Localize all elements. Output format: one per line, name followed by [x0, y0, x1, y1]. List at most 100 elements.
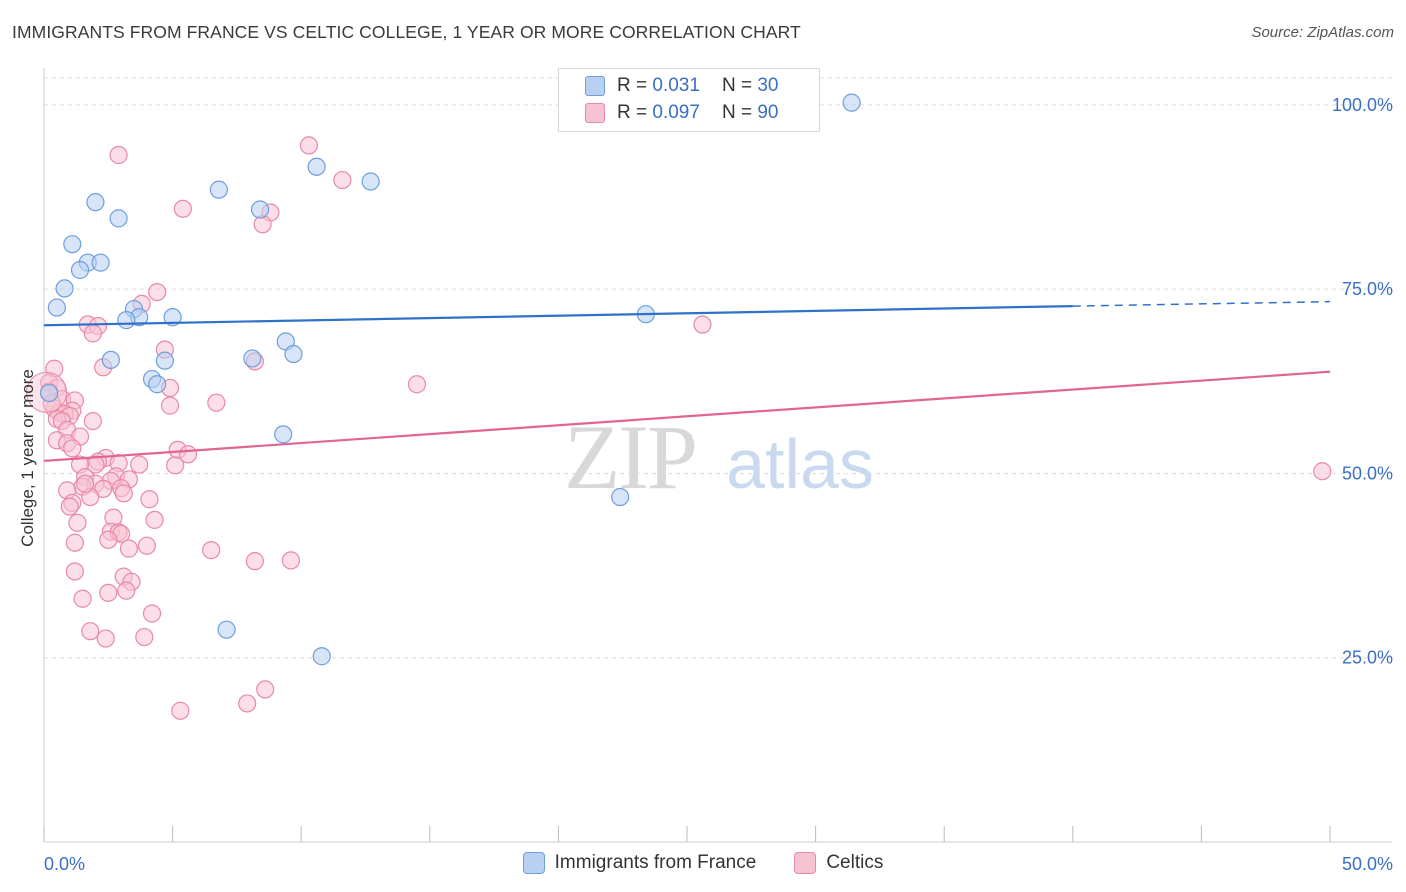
- celtics-point: [130, 455, 149, 474]
- celtics-point: [171, 701, 190, 720]
- series-label-celtics: Celtics: [826, 852, 884, 873]
- celtics-point: [140, 490, 159, 509]
- celtics-point: [83, 324, 102, 343]
- series-swatch-celtics: [794, 852, 817, 874]
- celtics-point: [160, 396, 180, 415]
- france-point: [101, 350, 120, 370]
- celtics-point: [142, 604, 162, 623]
- france-point: [361, 172, 380, 191]
- france-point: [86, 193, 105, 212]
- celtics-trend-line: [43, 370, 1331, 462]
- legend-swatch-celtics: [585, 103, 605, 123]
- celtics-point: [60, 497, 79, 516]
- france-point: [611, 487, 630, 507]
- celtics-point: [145, 510, 164, 529]
- axes: [43, 68, 1392, 843]
- x-tick-label-max: 50.0%: [1342, 854, 1393, 874]
- y-tick-label: 25.0%: [1342, 648, 1393, 668]
- legend-r-value-celtics: 0.097: [652, 102, 700, 123]
- france-point: [70, 260, 90, 280]
- france-point: [163, 308, 182, 327]
- celtics-point: [94, 479, 113, 499]
- legend-swatch-france: [585, 76, 605, 96]
- legend-r-value-france: 0.031: [652, 75, 700, 96]
- celtics-point: [99, 530, 118, 549]
- celtics-point: [173, 199, 192, 218]
- france-point: [148, 375, 167, 394]
- celtics-point: [1313, 462, 1332, 481]
- france-point: [209, 180, 228, 199]
- celtics-point: [68, 513, 87, 532]
- tick-labels: 25.0% 50.0% 75.0% 100.0% 0.0% 50.0%: [44, 95, 1393, 874]
- celtics-point: [135, 627, 154, 647]
- celtics-point: [63, 439, 82, 458]
- watermark-atlas: atlas: [726, 425, 874, 503]
- x-tick-label-min: 0.0%: [44, 854, 85, 874]
- celtics-point: [119, 539, 138, 558]
- y-tick-label: 100.0%: [1332, 95, 1393, 115]
- legend-n-label: N =: [721, 102, 753, 123]
- correlation-legend: R = 0.031 N = 30 R = 0.097 N = 90: [558, 68, 820, 132]
- legend-n-value-france: 30: [757, 75, 779, 96]
- france-point: [307, 157, 326, 176]
- celtics-point: [207, 393, 226, 412]
- chart-title: IMMIGRANTS FROM FRANCE VS CELTIC COLLEGE…: [12, 22, 801, 42]
- france-point: [91, 253, 110, 272]
- legend-r-label: R =: [617, 75, 648, 96]
- celtics-point: [117, 581, 136, 600]
- legend-n-value-celtics: 90: [757, 102, 779, 123]
- celtics-point: [407, 375, 427, 394]
- france-trend-extension: [1072, 300, 1331, 307]
- celtics-point: [73, 589, 92, 608]
- y-tick-label: 75.0%: [1342, 279, 1393, 299]
- celtics-point: [693, 315, 712, 334]
- celtics-point: [202, 540, 221, 560]
- legend-r-label: R =: [617, 102, 648, 123]
- france-point: [155, 351, 174, 370]
- france-points: [40, 93, 861, 666]
- celtics-point: [238, 694, 257, 713]
- celtics-point: [333, 170, 352, 190]
- celtics-point: [65, 533, 84, 552]
- france-point: [63, 235, 82, 254]
- celtics-point: [245, 552, 265, 571]
- celtics-point: [256, 680, 275, 699]
- france-point: [40, 383, 59, 403]
- y-tick-label: 50.0%: [1342, 463, 1393, 483]
- legend-n-label: N =: [721, 75, 753, 96]
- france-point: [842, 93, 861, 112]
- celtics-point: [137, 536, 156, 555]
- celtics-point: [81, 622, 100, 641]
- celtics-point: [76, 474, 95, 493]
- celtics-point: [99, 583, 118, 602]
- trend-lines: [43, 300, 1331, 462]
- series-legend-france[interactable]: Immigrants from France: [522, 852, 757, 874]
- legend-row-celtics: R = 0.097 N = 90: [585, 102, 778, 124]
- celtics-point: [109, 145, 128, 165]
- celtics-point: [281, 551, 301, 570]
- celtics-point: [114, 484, 133, 503]
- france-point: [284, 344, 303, 364]
- celtics-point: [253, 215, 272, 234]
- series-label-france: Immigrants from France: [554, 852, 757, 873]
- france-trend-line: [43, 304, 1073, 327]
- france-point: [274, 425, 293, 444]
- celtics-points: [26, 136, 1332, 720]
- series-swatch-france: [522, 852, 545, 874]
- series-legend-celtics[interactable]: Celtics: [794, 852, 883, 874]
- france-point: [243, 349, 262, 368]
- celtics-point: [96, 629, 115, 648]
- celtics-point: [148, 282, 167, 302]
- legend-row-france: R = 0.031 N = 30: [585, 75, 778, 97]
- celtics-point: [299, 136, 319, 155]
- celtics-point: [83, 411, 102, 431]
- celtics-point: [65, 562, 84, 581]
- france-point: [250, 200, 270, 219]
- source-label: Source: ZipAtlas.com: [1251, 24, 1394, 41]
- y-axis-label: College, 1 year or more: [18, 369, 37, 547]
- france-point: [55, 279, 74, 298]
- gridlines: [44, 77, 1392, 659]
- series-legend: Immigrants from France Celtics: [0, 852, 1406, 874]
- france-point: [109, 209, 128, 228]
